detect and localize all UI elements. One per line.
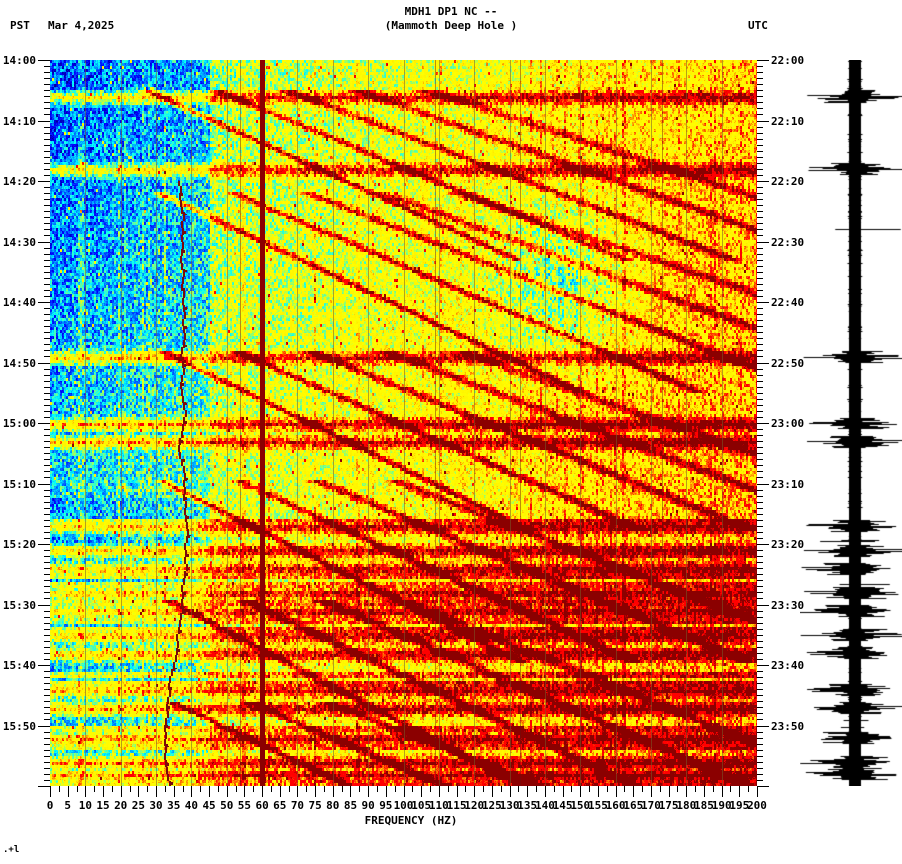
- freq-tick-40: 40: [184, 799, 199, 812]
- time-tick-right-7: 23:10: [771, 478, 805, 491]
- time-tick-left-1: 14:10: [2, 115, 36, 128]
- freq-tick-35: 35: [167, 799, 181, 812]
- time-tick-right-6: 23:00: [771, 417, 805, 430]
- freq-tick-100: 100: [393, 799, 414, 812]
- freq-tick-0: 0: [46, 799, 54, 812]
- freq-tick-200: 200: [747, 799, 767, 812]
- freq-tick-180: 180: [676, 799, 697, 812]
- time-tick-left-11: 15:50: [2, 720, 36, 733]
- time-tick-right-11: 23:50: [771, 720, 805, 733]
- frequency-axis-title: FREQUENCY (HZ): [364, 814, 458, 827]
- time-axis-right-ticks: [757, 60, 769, 787]
- freq-tick-120: 120: [464, 799, 485, 812]
- time-tick-left-5: 14:50: [2, 357, 36, 370]
- time-tick-left-2: 14:20: [2, 175, 36, 188]
- freq-tick-185: 185: [694, 799, 714, 812]
- freq-tick-160: 160: [605, 799, 626, 812]
- time-axis-left-ticks: [38, 60, 50, 787]
- freq-tick-10: 10: [78, 799, 92, 812]
- seismogram-trace[interactable]: [800, 60, 902, 786]
- freq-tick-170: 170: [641, 799, 661, 812]
- corner-artifact-glyph: .+l: [3, 845, 20, 855]
- time-tick-left-6: 15:00: [2, 417, 36, 430]
- time-tick-left-8: 15:20: [2, 538, 36, 551]
- frequency-axis-ticks: [50, 786, 758, 798]
- freq-tick-65: 65: [273, 799, 287, 812]
- freq-tick-130: 130: [499, 799, 520, 812]
- freq-tick-110: 110: [428, 799, 449, 812]
- time-tick-left-10: 15:40: [2, 659, 36, 672]
- time-tick-right-9: 23:30: [771, 599, 805, 612]
- spectrogram-plot[interactable]: [50, 60, 757, 786]
- freq-tick-150: 150: [570, 799, 591, 812]
- station-code: MDH1 DP1 NC --: [404, 5, 498, 18]
- time-tick-right-1: 22:10: [771, 115, 805, 128]
- freq-tick-75: 75: [308, 799, 322, 812]
- time-tick-right-2: 22:20: [771, 175, 805, 188]
- freq-tick-85: 85: [343, 799, 358, 812]
- freq-tick-80: 80: [326, 799, 340, 812]
- freq-tick-5: 5: [64, 799, 71, 812]
- freq-tick-155: 155: [587, 799, 608, 812]
- freq-tick-50: 50: [220, 799, 234, 812]
- freq-tick-90: 90: [361, 799, 375, 812]
- timezone-label-left: PST: [10, 19, 30, 32]
- freq-tick-135: 135: [517, 799, 538, 812]
- freq-tick-175: 175: [658, 799, 679, 812]
- time-tick-right-10: 23:40: [771, 659, 805, 672]
- freq-tick-125: 125: [481, 799, 502, 812]
- time-tick-right-3: 22:30: [771, 236, 805, 249]
- freq-tick-95: 95: [379, 799, 393, 812]
- time-tick-left-4: 14:40: [2, 296, 36, 309]
- freq-tick-195: 195: [729, 799, 750, 812]
- freq-tick-45: 45: [202, 799, 216, 812]
- freq-tick-190: 190: [711, 799, 732, 812]
- freq-tick-25: 25: [131, 799, 145, 812]
- time-tick-right-4: 22:40: [771, 296, 805, 309]
- time-tick-right-5: 22:50: [771, 357, 805, 370]
- time-tick-right-0: 22:00: [771, 54, 805, 67]
- freq-tick-165: 165: [623, 799, 644, 812]
- time-tick-left-7: 15:10: [2, 478, 36, 491]
- record-date: Mar 4,2025: [48, 19, 115, 32]
- freq-tick-30: 30: [149, 799, 163, 812]
- seismogram-panel[interactable]: [800, 60, 902, 786]
- spectrogram-image[interactable]: [50, 60, 757, 786]
- freq-tick-105: 105: [411, 799, 432, 812]
- time-tick-left-0: 14:00: [2, 54, 36, 67]
- freq-tick-60: 60: [255, 799, 269, 812]
- freq-tick-140: 140: [534, 799, 555, 812]
- station-name: (Mammoth Deep Hole ): [384, 19, 518, 32]
- timezone-label-right: UTC: [748, 19, 768, 32]
- time-tick-right-8: 23:20: [771, 538, 805, 551]
- time-tick-left-9: 15:30: [2, 599, 36, 612]
- time-tick-left-3: 14:30: [2, 236, 36, 249]
- freq-tick-55: 55: [237, 799, 252, 812]
- freq-tick-145: 145: [552, 799, 573, 812]
- freq-tick-115: 115: [446, 799, 467, 812]
- freq-tick-15: 15: [96, 799, 110, 812]
- freq-tick-20: 20: [114, 799, 128, 812]
- freq-tick-70: 70: [290, 799, 305, 812]
